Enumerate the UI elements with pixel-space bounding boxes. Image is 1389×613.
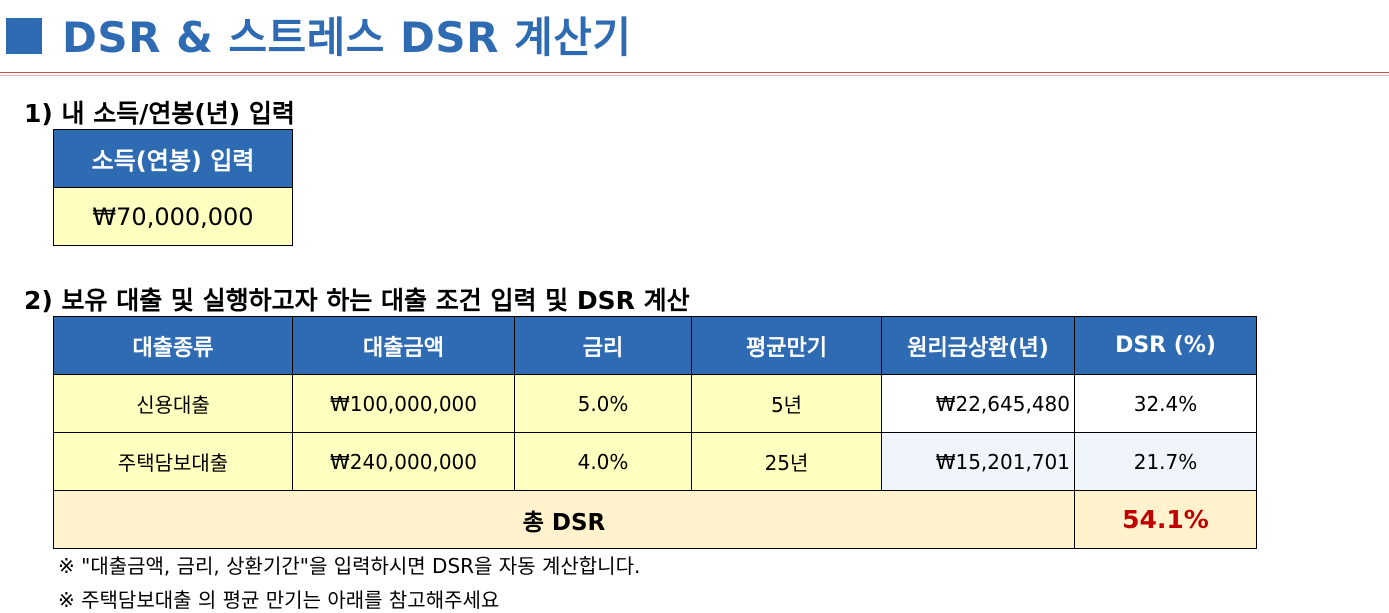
table-row: 주택담보대출 ₩240,000,000 4.0% 25년 ₩15,201,701…	[53, 432, 1257, 491]
loan-table: 대출종류 대출금액 금리 평균만기 원리금상환(년) DSR (%) 신용대출 …	[53, 316, 1257, 549]
loan-table-header-row: 대출종류 대출금액 금리 평균만기 원리금상환(년) DSR (%)	[53, 316, 1257, 375]
col-header-interest-rate: 금리	[514, 316, 692, 375]
loan-amount-cell[interactable]: ₩100,000,000	[292, 374, 515, 433]
dsr-cell: 21.7%	[1074, 432, 1257, 491]
section-2-heading: 2) 보유 대출 및 실행하고자 하는 대출 조건 입력 및 DSR 계산	[24, 286, 690, 315]
income-table: 소득(연봉) 입력 ₩70,000,000	[53, 129, 293, 246]
table-row: 신용대출 ₩100,000,000 5.0% 5년 ₩22,645,480 32…	[53, 374, 1257, 433]
col-header-avg-maturity: 평균만기	[691, 316, 882, 375]
note-mortgage-maturity: ※ 주택담보대출 의 평균 만기는 아래를 참고해주세요	[58, 588, 500, 612]
dsr-cell: 32.4%	[1074, 374, 1257, 433]
col-header-dsr: DSR (%)	[1074, 316, 1257, 375]
avg-maturity-cell[interactable]: 5년	[691, 374, 882, 433]
income-input-cell[interactable]: ₩70,000,000	[53, 187, 293, 246]
title-square-icon	[6, 18, 42, 54]
total-dsr-value: 54.1%	[1074, 490, 1257, 549]
col-header-loan-amount: 대출금액	[292, 316, 515, 375]
interest-rate-cell[interactable]: 5.0%	[514, 374, 692, 433]
total-row: 총 DSR 54.1%	[53, 490, 1257, 549]
income-header: 소득(연봉) 입력	[53, 129, 293, 188]
loan-amount-cell[interactable]: ₩240,000,000	[292, 432, 515, 491]
col-header-annual-repayment: 원리금상환(년)	[881, 316, 1075, 375]
note-auto-calc: ※ "대출금액, 금리, 상환기간"을 입력하시면 DSR을 자동 계산합니다.	[58, 554, 641, 578]
annual-repayment-cell: ₩22,645,480	[881, 374, 1075, 433]
title-bar: DSR & 스트레스 DSR 계산기	[0, 0, 1389, 72]
interest-rate-cell[interactable]: 4.0%	[514, 432, 692, 491]
page-title: DSR & 스트레스 DSR 계산기	[62, 13, 632, 62]
loan-type-cell[interactable]: 주택담보대출	[53, 432, 293, 491]
title-divider-secondary	[0, 75, 1389, 76]
loan-type-cell[interactable]: 신용대출	[53, 374, 293, 433]
col-header-loan-type: 대출종류	[53, 316, 293, 375]
avg-maturity-cell[interactable]: 25년	[691, 432, 882, 491]
section-1-heading: 1) 내 소득/연봉(년) 입력	[24, 99, 295, 128]
total-dsr-label: 총 DSR	[53, 490, 1075, 549]
annual-repayment-cell: ₩15,201,701	[881, 432, 1075, 491]
title-divider	[0, 72, 1389, 73]
